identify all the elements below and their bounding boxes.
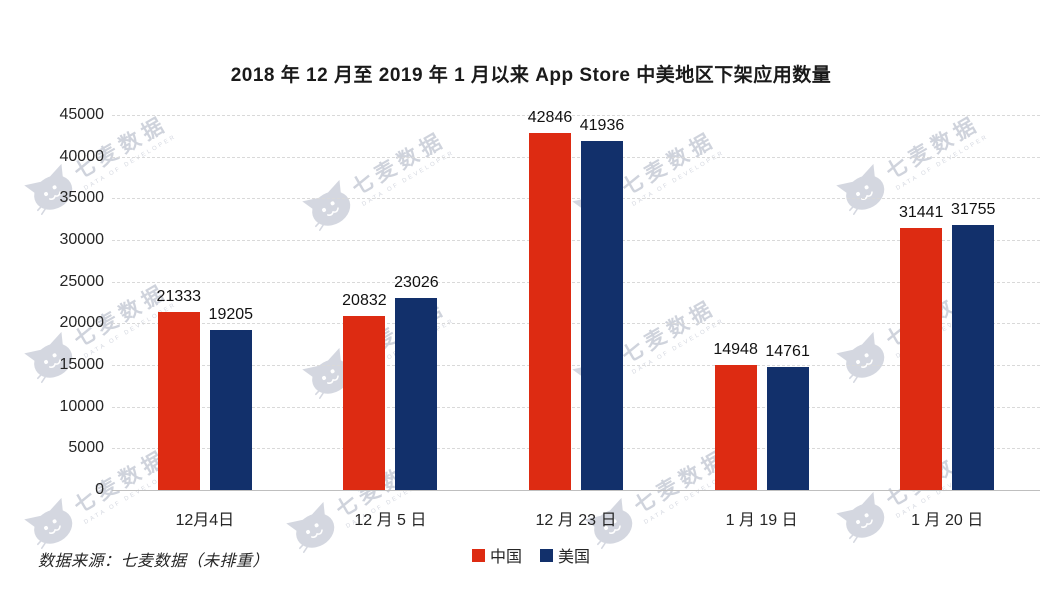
x-axis-category-label: 1 月 19 日 bbox=[725, 512, 798, 529]
gridline bbox=[112, 240, 1040, 241]
y-axis-tick-label: 40000 bbox=[59, 147, 105, 165]
plot-area: 21333 19205 20832 23026 42846 41936 14948 14761… bbox=[112, 109, 1040, 491]
source-note: 数据来源：七麦数据（未排重） bbox=[38, 553, 270, 570]
gridline bbox=[112, 281, 1040, 283]
legend-item-2: 美国 bbox=[540, 543, 590, 567]
bar-value-label: 21333 bbox=[156, 288, 202, 305]
y-axis-tick-label: 10000 bbox=[59, 397, 105, 415]
y-axis-tick-label: 35000 bbox=[59, 189, 105, 207]
gridline bbox=[112, 115, 1040, 116]
x-axis-category-label: 1 月 20 日 bbox=[911, 512, 984, 529]
gridline bbox=[112, 198, 1040, 200]
bar-value-label: 23026 bbox=[394, 274, 439, 291]
bar-美国-3 bbox=[581, 141, 623, 490]
legend-item-label: 美国 bbox=[558, 549, 591, 566]
bar-中国-5 bbox=[900, 228, 943, 490]
legend: 中国 美国 bbox=[0, 543, 1062, 567]
bar-value-label: 31441 bbox=[898, 204, 944, 221]
y-axis-tick-label: 0 bbox=[95, 481, 104, 498]
x-axis-category-label: 12 月 5 日 bbox=[354, 512, 427, 529]
y-axis-tick-label: 25000 bbox=[59, 272, 105, 290]
gridline bbox=[112, 406, 1040, 408]
bar-value-label: 14761 bbox=[765, 343, 810, 360]
bar-中国-4 bbox=[714, 365, 757, 490]
bar-中国-2 bbox=[343, 316, 386, 490]
gridline bbox=[112, 448, 1040, 450]
gridline bbox=[112, 323, 1040, 325]
y-axis-tick-label: 20000 bbox=[59, 314, 105, 332]
bar-value-label: 14948 bbox=[713, 341, 758, 358]
chart-title: 2018 年 12 月至 2019 年 1 月以来 App Store 中美地区… bbox=[230, 65, 832, 86]
legend-item-1: 中国 bbox=[471, 543, 522, 567]
bar-美国-2 bbox=[395, 298, 438, 490]
y-axis-tick-label: 5000 bbox=[68, 439, 104, 457]
bar-美国-5 bbox=[952, 225, 995, 490]
legend-swatch-icon bbox=[540, 548, 553, 562]
bar-美国-4 bbox=[766, 367, 809, 490]
y-axis-tick-label: 45000 bbox=[59, 106, 105, 123]
gridline bbox=[112, 365, 1040, 366]
bar-中国-1 bbox=[157, 312, 200, 490]
bar-value-label: 19205 bbox=[208, 306, 254, 323]
legend-item-label: 中国 bbox=[489, 549, 522, 566]
bar-value-label: 31755 bbox=[950, 201, 996, 218]
legend-swatch-icon bbox=[471, 548, 485, 562]
y-axis-tick-label: 15000 bbox=[59, 356, 105, 373]
y-axis-tick-label: 30000 bbox=[59, 231, 105, 248]
gridline bbox=[112, 156, 1040, 158]
x-axis-category-label: 12月4日 bbox=[175, 512, 235, 529]
bar-中国-3 bbox=[529, 133, 571, 490]
bar-美国-1 bbox=[209, 330, 252, 490]
gridline bbox=[112, 490, 1040, 491]
bar-value-label: 42846 bbox=[527, 109, 573, 126]
x-axis-category-label: 12 月 23 日 bbox=[535, 512, 617, 529]
bar-value-label: 41936 bbox=[579, 117, 625, 134]
bar-value-label: 20832 bbox=[342, 292, 387, 309]
